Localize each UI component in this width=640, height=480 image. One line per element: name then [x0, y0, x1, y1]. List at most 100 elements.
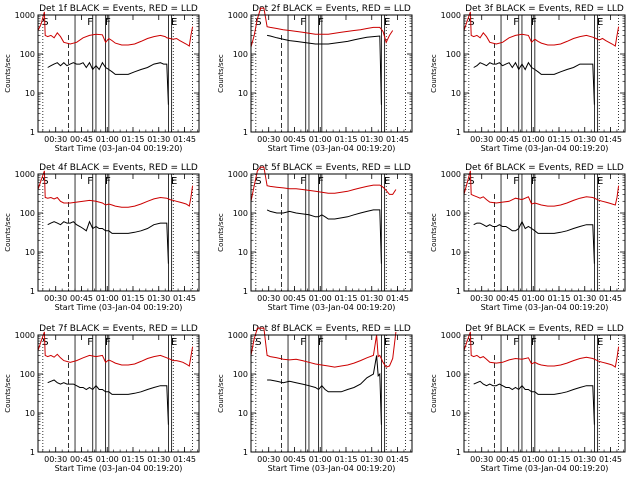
y-axis-label: Counts/sec	[430, 213, 438, 252]
lld-series-line	[463, 331, 620, 368]
x-tick-label: 01:15	[121, 455, 144, 464]
x-tick-label: 00:45	[496, 455, 519, 464]
y-tick-label: 10	[238, 409, 248, 418]
y-axis-label: Counts/sec	[217, 54, 225, 93]
x-axis-label: Start Time (03-Jan-04 00:19:20)	[55, 303, 183, 312]
plot-frame	[37, 14, 200, 133]
events-series-line	[267, 355, 382, 425]
event-marker-label: S	[42, 176, 48, 187]
y-tick-label: 100	[233, 370, 248, 379]
x-tick-label: 00:30	[257, 135, 280, 144]
event-marker-label: F	[318, 17, 324, 28]
events-series-line	[47, 220, 169, 264]
y-tick-label: 1000	[15, 170, 35, 179]
x-tick-label: 01:15	[121, 294, 144, 303]
chart-panel: Det 7f BLACK = Events, RED = LLD Counts/s…	[4, 324, 200, 473]
lld-series-line	[250, 166, 397, 202]
x-tick-label: 00:30	[470, 455, 493, 464]
lld-series-line	[37, 170, 194, 208]
events-series-line	[473, 61, 595, 105]
event-marker-label: S	[255, 17, 261, 28]
event-marker-label: S	[255, 176, 261, 187]
x-tick-label: 00:30	[44, 455, 67, 464]
events-series-line	[266, 209, 382, 264]
x-axis-label: Start Time (03-Jan-04 00:19:20)	[481, 144, 609, 153]
event-marker-label: F	[318, 337, 324, 348]
chart-panel: Det 2f BLACK = Events, RED = LLD Counts/s…	[217, 4, 413, 153]
x-tick-label: 01:45	[599, 294, 622, 303]
x-axis-label: Start Time (03-Jan-04 00:19:20)	[55, 144, 183, 153]
events-series-line	[47, 61, 169, 105]
x-tick-label: 01:00	[96, 135, 119, 144]
x-tick-label: 00:30	[257, 455, 280, 464]
y-tick-label: 100	[233, 50, 248, 59]
event-marker-label: S	[42, 17, 48, 28]
event-marker-label: E	[171, 337, 177, 348]
x-tick-label: 01:15	[334, 294, 357, 303]
event-marker-label: E	[384, 337, 390, 348]
event-marker-label: E	[384, 17, 390, 28]
x-tick-label: 01:45	[386, 135, 409, 144]
x-tick-label: 01:30	[147, 294, 170, 303]
x-tick-label: 01:30	[573, 294, 596, 303]
chart-panel: Det 6f BLACK = Events, RED = LLD Counts/s…	[430, 163, 626, 312]
chart-panel: Det 1f BLACK = Events, RED = LLD Counts/s…	[4, 4, 200, 153]
event-marker-label: F	[531, 337, 537, 348]
panels-group: Det 1f BLACK = Events, RED = LLD Counts/s…	[4, 4, 626, 473]
x-tick-label: 01:00	[309, 294, 332, 303]
event-marker-label: F	[87, 337, 93, 348]
plot-frame	[37, 173, 200, 292]
x-axis-label: Start Time (03-Jan-04 00:19:20)	[268, 464, 396, 473]
y-tick-label: 1000	[228, 331, 248, 340]
y-tick-label: 1000	[228, 11, 248, 20]
x-tick-label: 00:30	[44, 294, 67, 303]
x-tick-label: 01:30	[360, 135, 383, 144]
x-tick-label: 01:30	[360, 294, 383, 303]
plot-frame	[463, 173, 626, 292]
y-tick-label: 10	[25, 89, 35, 98]
x-tick-label: 01:45	[173, 294, 196, 303]
lld-series-line	[463, 170, 620, 207]
lld-series-line	[250, 327, 397, 368]
event-marker-label: S	[42, 337, 48, 348]
x-tick-label: 00:30	[44, 135, 67, 144]
x-tick-label: 01:15	[547, 455, 570, 464]
events-series-line	[473, 380, 595, 425]
x-axis-label: Start Time (03-Jan-04 00:19:20)	[481, 303, 609, 312]
chart-panel: Det 4f BLACK = Events, RED = LLD Counts/s…	[4, 163, 200, 312]
y-axis-label: Counts/sec	[4, 374, 12, 413]
event-marker-label: F	[87, 17, 93, 28]
y-tick-label: 10	[451, 248, 461, 257]
x-tick-label: 01:30	[573, 455, 596, 464]
y-tick-label: 100	[233, 209, 248, 218]
chart-title: Det 5f BLACK = Events, RED = LLD	[252, 163, 411, 173]
y-axis-label: Counts/sec	[4, 54, 12, 93]
x-tick-label: 01:30	[360, 455, 383, 464]
x-tick-label: 01:15	[121, 135, 144, 144]
x-axis-label: Start Time (03-Jan-04 00:19:20)	[268, 303, 396, 312]
x-tick-label: 01:45	[173, 455, 196, 464]
lld-series-line	[37, 331, 194, 367]
y-tick-label: 1	[243, 128, 248, 137]
x-tick-label: 01:30	[573, 135, 596, 144]
x-tick-label: 01:15	[547, 294, 570, 303]
y-tick-label: 1000	[441, 170, 461, 179]
y-tick-label: 100	[20, 50, 35, 59]
chart-title: Det 7f BLACK = Events, RED = LLD	[39, 324, 198, 334]
x-tick-label: 00:45	[283, 455, 306, 464]
y-tick-label: 1	[456, 287, 461, 296]
y-tick-label: 1000	[441, 11, 461, 20]
event-marker-label: E	[171, 176, 177, 187]
x-axis-label: Start Time (03-Jan-04 00:19:20)	[481, 464, 609, 473]
y-tick-label: 1	[30, 128, 35, 137]
x-tick-label: 01:00	[522, 455, 545, 464]
chart-title: Det 2f BLACK = Events, RED = LLD	[252, 4, 411, 14]
event-marker-label: S	[468, 337, 474, 348]
chart-panel: Det 3f BLACK = Events, RED = LLD Counts/s…	[430, 4, 626, 153]
chart-title: Det 8f BLACK = Events, RED = LLD	[252, 324, 411, 334]
x-tick-label: 00:45	[70, 135, 93, 144]
chart-title: Det 4f BLACK = Events, RED = LLD	[39, 163, 198, 173]
chart-title: Det 3f BLACK = Events, RED = LLD	[465, 4, 624, 14]
